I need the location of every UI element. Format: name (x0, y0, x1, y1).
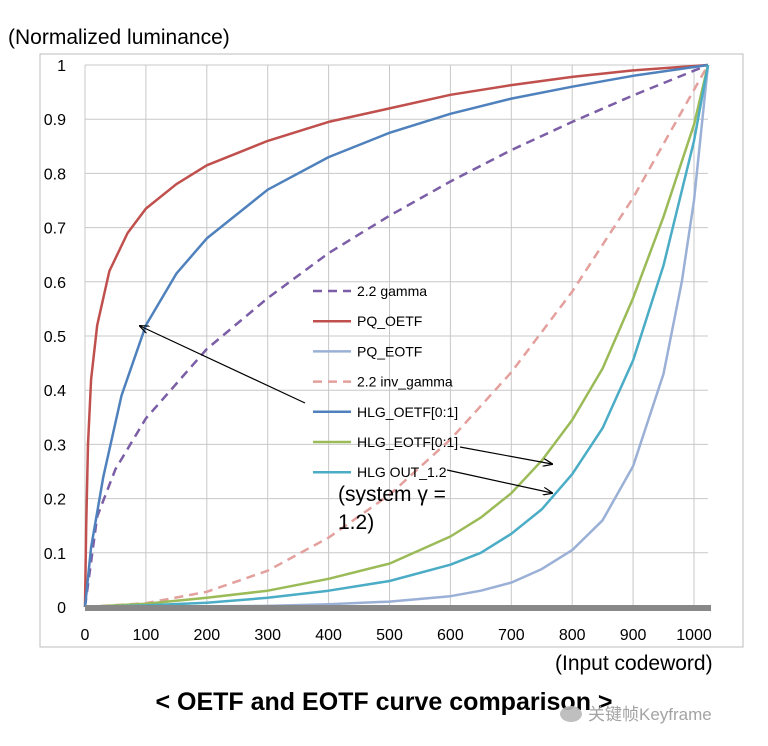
watermark: 关键帧Keyframe (560, 700, 712, 725)
series-line-hlg-out-1-2 (84, 64, 710, 609)
watermark-logo-icon (560, 706, 582, 722)
series-line-hlg-oetf-0-1 (83, 63, 709, 608)
x-tick-label: 500 (376, 627, 403, 644)
x-tick-label: 900 (620, 627, 647, 644)
y-tick-label: 0 (57, 600, 66, 617)
chart-title: < OETF and EOTF curve comparison > (155, 688, 613, 716)
series-line-pq-oetf (83, 63, 709, 608)
legend-label: 2.2 inv_gamma (357, 374, 453, 390)
y-tick-label: 0.4 (44, 383, 66, 400)
y-tick-label: 0.9 (44, 112, 66, 129)
y-tick-label: 0.3 (44, 437, 66, 454)
annotation-arrow (459, 446, 552, 464)
annotation-text: 1.2) (338, 511, 374, 534)
series-line-hlg-eotf-0-1 (84, 64, 710, 609)
x-tick-label: 100 (133, 627, 160, 644)
x-tick-label: 700 (498, 627, 525, 644)
annotation-arrow (446, 469, 552, 493)
y-tick-label: 0.7 (44, 221, 66, 238)
annotation-text: (system γ = (338, 483, 446, 506)
x-tick-label: 400 (315, 627, 342, 644)
legend-label: HLG_OETF[0:1] (357, 404, 458, 420)
legend-label: PQ_OETF (357, 313, 422, 329)
watermark-text: 关键帧Keyframe (588, 705, 712, 724)
annotation-arrow (140, 326, 306, 404)
x-tick-label: 600 (437, 627, 464, 644)
y-tick-label: 1 (57, 58, 66, 75)
y-tick-label: 0.1 (44, 546, 66, 563)
y-tick-label: 0.8 (44, 166, 66, 183)
legend-label: HLG_EOTF[0:1] (357, 434, 458, 450)
legend-label: HLG OUT_1.2 (357, 464, 447, 480)
y-axis-label: (Normalized luminance) (8, 26, 230, 49)
x-tick-label: 800 (559, 627, 586, 644)
legend-label: PQ_EOTF (357, 343, 422, 359)
x-axis-label: (Input codeword) (555, 652, 713, 675)
x-tick-label: 1000 (676, 627, 712, 644)
y-tick-label: 0.2 (44, 492, 66, 509)
x-tick-label: 0 (81, 627, 90, 644)
legend-label: 2.2 gamma (357, 283, 427, 299)
y-tick-label: 0.5 (44, 329, 66, 346)
series-line-2-2-gamma (83, 63, 709, 608)
y-tick-label: 0.6 (44, 275, 66, 292)
series-line-pq-eotf (84, 64, 710, 609)
x-tick-label: 300 (254, 627, 281, 644)
x-tick-label: 200 (193, 627, 220, 644)
plot-area-border (39, 53, 744, 648)
series-line-2-2-inv-gamma (84, 64, 710, 609)
